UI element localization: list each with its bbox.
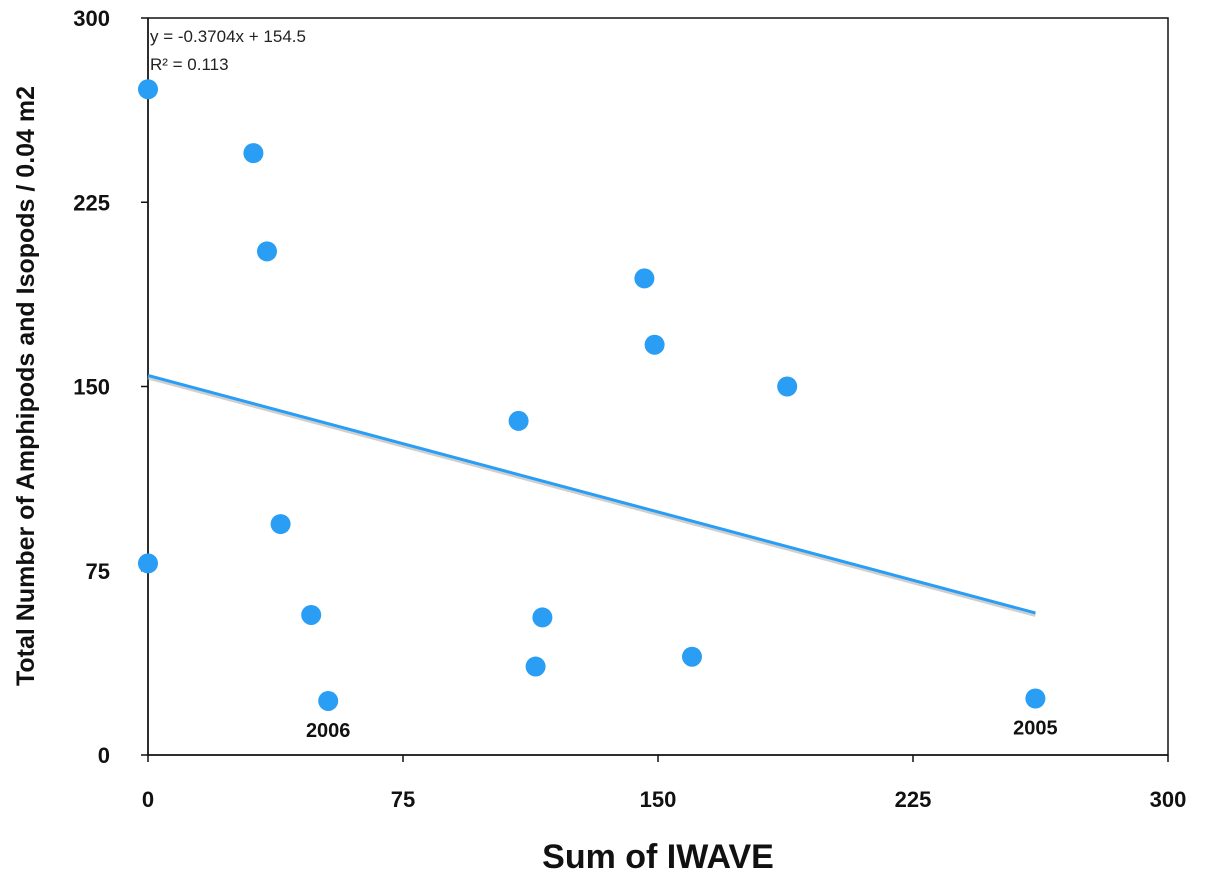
y-tick-label: 300 xyxy=(73,6,110,31)
trendline-r-squared: R² = 0.113 xyxy=(150,55,229,74)
data-point xyxy=(138,553,158,573)
x-tick-label: 225 xyxy=(895,787,932,812)
data-point-label: 2005 xyxy=(1013,717,1058,739)
data-point xyxy=(777,377,797,397)
data-point xyxy=(318,691,338,711)
y-tick-label: 0 xyxy=(98,743,110,768)
data-points xyxy=(138,79,1045,711)
x-axis-ticks: 0 75 150 225 300 xyxy=(142,755,1186,812)
x-tick-label: 75 xyxy=(391,787,415,812)
trendline-equation: y = -0.3704x + 154.5 xyxy=(150,27,306,46)
trendline xyxy=(148,375,1035,612)
x-tick-label: 300 xyxy=(1150,787,1187,812)
data-point xyxy=(634,268,654,288)
y-tick-label: 150 xyxy=(73,375,110,400)
y-tick-label: 75 xyxy=(86,559,110,584)
y-axis-ticks: 0 75 150 225 300 xyxy=(73,6,148,768)
data-point xyxy=(526,657,546,677)
y-tick-label: 225 xyxy=(73,190,110,215)
data-point xyxy=(1025,688,1045,708)
x-tick-label: 150 xyxy=(640,787,677,812)
data-point xyxy=(243,143,263,163)
data-point xyxy=(138,79,158,99)
plot-area xyxy=(148,18,1168,755)
data-point xyxy=(271,514,291,534)
y-axis-title: Total Number of Amphipods and Isopods / … xyxy=(12,86,40,686)
x-tick-label: 0 xyxy=(142,787,154,812)
data-point xyxy=(257,241,277,261)
data-point xyxy=(301,605,321,625)
x-axis-title: Sum of IWAVE xyxy=(542,838,774,876)
data-point xyxy=(532,607,552,627)
data-point xyxy=(645,335,665,355)
data-point xyxy=(682,647,702,667)
data-point-label: 2006 xyxy=(306,720,351,742)
data-point-labels: 2006 2005 xyxy=(306,717,1058,741)
data-point xyxy=(509,411,529,431)
trendline-shadow xyxy=(148,377,1035,614)
